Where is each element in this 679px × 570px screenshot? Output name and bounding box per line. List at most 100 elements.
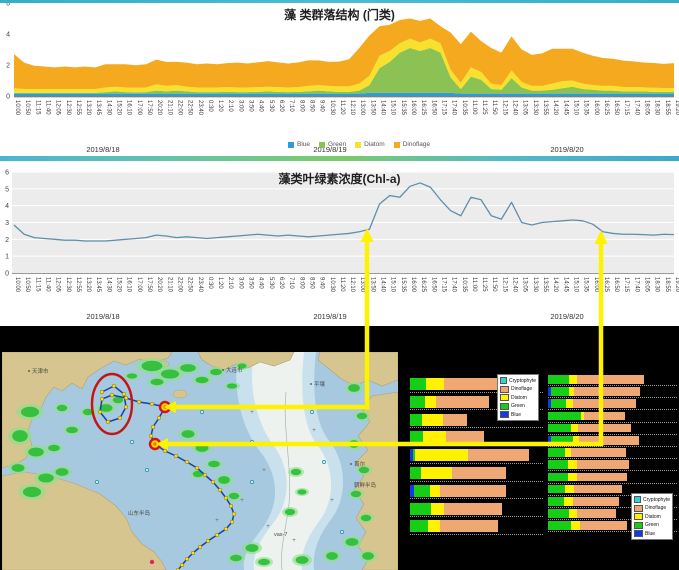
algae-patch [22, 486, 42, 498]
bar-segment-Dinoflage [442, 413, 467, 426]
bar-segment-Green [410, 467, 421, 479]
legend-swatch [500, 402, 509, 410]
bar-segment-Diatom [566, 399, 573, 408]
station-bar [410, 502, 503, 515]
track-waypoint [117, 415, 123, 421]
x-tick-label: 20:20 [156, 277, 162, 293]
legend-swatch [500, 411, 509, 418]
track-waypoint [210, 479, 216, 485]
depth-mark-icon: + [266, 524, 270, 530]
bar-segment-Green [548, 375, 569, 384]
legend-label: Blue [511, 411, 522, 418]
x-tick-label: 5:30 [268, 277, 274, 289]
legend-label: Dinoflage [402, 141, 431, 148]
x-tick-label: 4:40 [258, 277, 264, 289]
bar-segment-Dinoflage [576, 460, 629, 469]
track-waypoint [217, 487, 223, 493]
legend-swatch [319, 141, 326, 148]
station-bar [410, 395, 490, 408]
track-waypoint [229, 519, 235, 525]
x-tick-label: 12:55 [75, 100, 81, 116]
x-tick-label: 21:10 [166, 100, 172, 116]
station-bar [548, 387, 641, 396]
bar-chart-legend-right: Cryptophyte Dinoflage Diatom Green Blue [631, 493, 673, 540]
bar-segment-Green [548, 411, 581, 421]
x-tick-label: 14:30 [105, 100, 111, 116]
station-bar [548, 411, 625, 421]
x-tick-label: 0:30 [207, 277, 213, 289]
x-tick-label: 17:40 [451, 277, 457, 293]
algae-patch [258, 558, 270, 566]
legend-swatch [634, 496, 642, 503]
station-bar [410, 449, 529, 462]
x-tick-label: 11:25 [481, 100, 487, 115]
legend-label: Blue [645, 530, 656, 537]
x-tick-label: 17:00 [136, 277, 142, 293]
x-tick-label: 13:05 [522, 100, 528, 116]
station-bar [548, 448, 626, 457]
algae-patch [11, 464, 25, 472]
legend-item-Diatom: Diatom [500, 394, 536, 401]
bar-axis-line [548, 421, 677, 423]
island [172, 389, 188, 399]
bar-segment-Dinoflage [436, 395, 490, 408]
x-tick-label: 16:25 [603, 277, 609, 293]
algae-patch [56, 404, 68, 412]
x-tick-label: 22:00 [176, 277, 182, 293]
date-label: 2019/8/20 [550, 145, 583, 154]
algae-patch [362, 552, 374, 560]
chlorophyll-chart-title: 藻类叶绿素浓度(Chl-a) [278, 172, 401, 186]
track-waypoint [123, 404, 129, 410]
bar-axis-line [548, 458, 677, 460]
track-waypoint [214, 532, 220, 538]
algae-patch [28, 447, 44, 457]
bar-segment-Dinoflage [576, 375, 645, 384]
algae-patch [284, 508, 296, 516]
algae-patch [55, 468, 69, 476]
station-composition-bars-left [410, 372, 545, 547]
track-waypoint [149, 401, 155, 407]
bar-segment-Dinoflage [445, 431, 484, 444]
depth-mark-icon: + [282, 443, 286, 449]
track-waypoint [173, 453, 179, 459]
bar-segment-Diatom [567, 472, 577, 482]
bar-segment-Dinoflage [576, 472, 628, 482]
algae-patch [160, 369, 180, 379]
x-tick-label: 11:40 [44, 277, 50, 292]
community-chart-legend: Blue Green Diatom Dinoflage [288, 141, 430, 148]
station-bar [410, 484, 507, 497]
x-tick-label: 18:55 [664, 100, 670, 116]
bar-segment-Green [548, 460, 568, 469]
bar-segment-Diatom [568, 387, 574, 396]
legend-item-Dinoflage: Dinoflage [500, 385, 536, 393]
x-tick-label: 8:00 [298, 100, 304, 112]
bar-segment-Diatom [567, 460, 577, 469]
track-waypoint [136, 399, 142, 405]
bar-segment-Diatom [428, 520, 441, 533]
x-tick-label: 8:50 [308, 277, 314, 289]
x-tick-label: 12:10 [349, 277, 355, 293]
legend-label: Diatom [645, 513, 661, 520]
bar-segment-Dinoflage [584, 411, 625, 421]
legend-item-Blue: Blue [634, 530, 670, 537]
x-tick-label: 12:05 [55, 100, 61, 116]
bar-axis-line [410, 391, 543, 393]
legend-swatch [355, 141, 362, 148]
area-series-Diatom [14, 38, 674, 93]
legend-item-Green: Green [634, 521, 670, 529]
track-waypoint [99, 396, 105, 402]
y-tick-label: 2 [5, 237, 9, 244]
legend-swatch [634, 530, 643, 537]
bar-segment-Diatom [564, 448, 572, 457]
x-tick-label: 12:30 [65, 277, 71, 293]
track-waypoint [105, 419, 111, 425]
x-tick-label: 12:15 [501, 277, 507, 293]
algae-patch [360, 514, 372, 522]
x-tick-label: 15:10 [572, 100, 578, 116]
x-tick-label: 15:10 [390, 100, 396, 116]
bar-segment-Dinoflage [444, 378, 507, 390]
end-point-marker [149, 559, 155, 565]
x-tick-label: 11:00 [471, 277, 477, 292]
buoy-icon [200, 410, 204, 414]
